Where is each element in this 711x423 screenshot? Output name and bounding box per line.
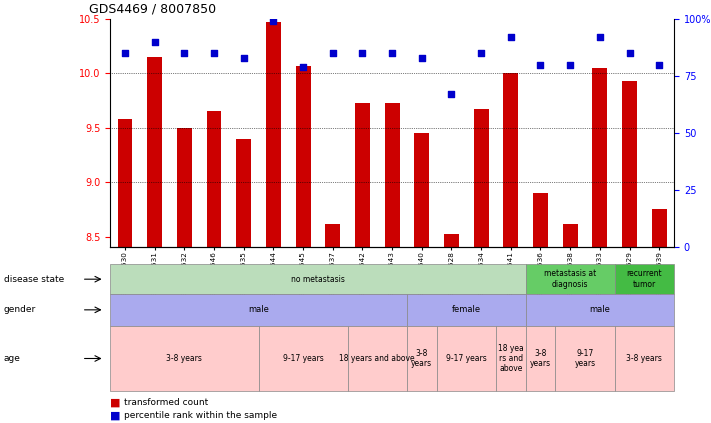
Text: male: male (589, 305, 610, 314)
Point (476, 50, 487, 57)
Bar (652, 209, 667, 247)
Text: 18 yea
rs and
above: 18 yea rs and above (498, 343, 524, 374)
Bar (592, 68, 607, 247)
Point (268, 18, 279, 25)
Point (505, 34, 516, 41)
Text: 18 years and above: 18 years and above (339, 354, 415, 363)
Point (327, 50, 338, 57)
Bar (266, 22, 281, 247)
Point (565, 61, 576, 68)
Text: 9-17 years: 9-17 years (446, 354, 486, 363)
Bar (296, 66, 311, 247)
Bar (355, 103, 370, 247)
Bar (117, 119, 132, 247)
Point (178, 50, 190, 57)
Bar (326, 223, 340, 247)
Point (297, 63, 309, 70)
Text: no metastasis: no metastasis (291, 275, 345, 284)
Text: gender: gender (4, 305, 36, 314)
Text: male: male (248, 305, 269, 314)
Text: female: female (451, 305, 481, 314)
Point (446, 91, 457, 98)
Text: 3-8 years: 3-8 years (626, 354, 662, 363)
Text: percentile rank within the sample: percentile rank within the sample (124, 411, 277, 420)
Bar (207, 112, 222, 247)
Text: GDS4469 / 8007850: GDS4469 / 8007850 (90, 3, 216, 16)
Bar (533, 193, 548, 247)
Point (594, 34, 606, 41)
Bar (562, 223, 577, 247)
Point (416, 55, 427, 61)
Point (208, 50, 220, 57)
Bar (474, 109, 488, 247)
Point (653, 61, 665, 68)
Point (238, 55, 250, 61)
Point (119, 50, 131, 57)
Text: 9-17
years: 9-17 years (574, 349, 596, 368)
Point (149, 38, 161, 45)
Text: 3-8 years: 3-8 years (166, 354, 203, 363)
Bar (385, 103, 400, 247)
Bar (415, 133, 429, 247)
Bar (444, 234, 459, 247)
Point (624, 50, 635, 57)
Text: metastasis at
diagnosis: metastasis at diagnosis (544, 269, 597, 289)
Text: transformed count: transformed count (124, 398, 208, 407)
Bar (622, 81, 637, 247)
Text: 9-17 years: 9-17 years (283, 354, 324, 363)
Text: age: age (4, 354, 21, 363)
Text: ■: ■ (110, 398, 121, 408)
Text: disease state: disease state (4, 275, 64, 284)
Bar (503, 74, 518, 247)
Text: 3-8
years: 3-8 years (411, 349, 432, 368)
Text: recurrent
tumor: recurrent tumor (626, 269, 662, 289)
Bar (236, 139, 251, 247)
Text: ■: ■ (110, 410, 121, 420)
Point (535, 61, 546, 68)
Text: 3-8
years: 3-8 years (530, 349, 551, 368)
Point (387, 50, 398, 57)
Bar (147, 57, 162, 247)
Bar (177, 128, 192, 247)
Point (357, 50, 368, 57)
